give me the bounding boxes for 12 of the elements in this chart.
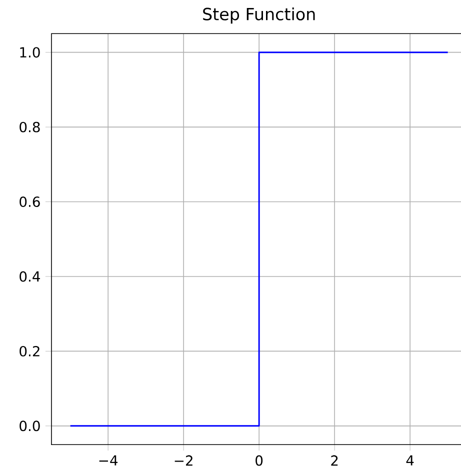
chart-title: Step Function <box>203 7 315 24</box>
y-tick-label: 0.4 <box>20 271 40 282</box>
x-tick-label: −2 <box>174 455 192 466</box>
y-tick-label: 1.0 <box>20 47 40 58</box>
y-tick-label: 0.2 <box>20 346 40 356</box>
x-tick-label: 2 <box>331 455 338 466</box>
y-tick-label: 0.8 <box>20 122 40 132</box>
x-tick-label: 4 <box>406 455 414 466</box>
y-tick-label: 0.0 <box>20 420 40 432</box>
x-tick-label: −4 <box>99 455 118 466</box>
y-tick-label: 0.6 <box>20 196 40 208</box>
x-tick-label: 0 <box>256 455 263 466</box>
